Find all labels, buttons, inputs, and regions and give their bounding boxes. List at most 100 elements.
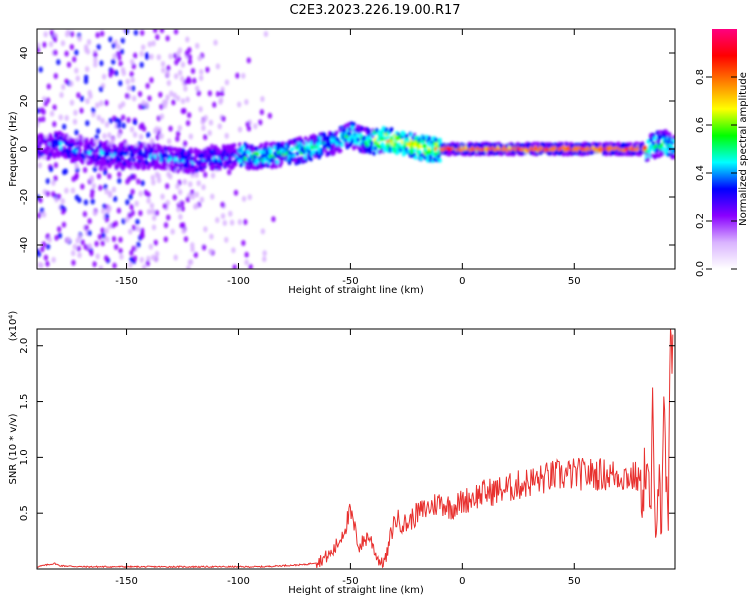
colorbar-ticks: 0.0 0.2 0.4 0.6 0.8	[695, 69, 737, 277]
spectrogram-cell	[83, 199, 89, 206]
spectrogram-cell	[119, 48, 125, 55]
spectrogram-cell	[132, 255, 138, 262]
spectrogram-cell	[241, 195, 247, 202]
figure-title: C2E3.2023.226.19.00.R17	[289, 3, 460, 18]
spectrogram-cell	[241, 72, 246, 79]
spectrogram-cell	[139, 256, 145, 263]
spectrogram-ridge-cell	[372, 151, 376, 156]
spectrogram-ridge-cell	[332, 150, 336, 156]
spectrogram-cell	[74, 49, 79, 56]
spectrogram-cell	[168, 125, 173, 132]
spectrogram-ridge-cell	[160, 165, 164, 171]
spectrogram-cell	[194, 191, 199, 198]
spectrogram-x-tick-label: 0	[459, 276, 465, 287]
spectrogram-ridge-cell	[404, 133, 409, 139]
spectrogram-ridge-cell	[306, 138, 311, 143]
spectrogram-cell	[101, 73, 107, 80]
spectrogram-cell	[74, 172, 79, 179]
spectrogram-cell	[155, 134, 160, 141]
spectrogram-ridge-cell	[358, 148, 363, 153]
spectrogram-cell	[193, 252, 199, 259]
spectrogram-cell	[38, 66, 43, 73]
spectrogram-ridge-cell	[400, 140, 405, 145]
spectrogram-ridge-cell	[264, 141, 269, 146]
snr-frame	[36, 328, 676, 570]
spectrogram-cell	[128, 193, 133, 200]
spectrogram-cell	[207, 90, 213, 97]
spectrogram-ridge-cell	[125, 150, 129, 156]
spectrogram-cell	[259, 109, 265, 116]
spectrogram-ridge-cell	[389, 127, 394, 132]
spectrogram-cell	[41, 211, 47, 218]
spectrogram-ridge-cell	[657, 136, 661, 142]
spectrogram-cell	[188, 133, 194, 140]
spectrogram-cell	[177, 47, 183, 54]
spectrogram-y-ticks: -40 -20 0 20 40	[19, 47, 675, 253]
spectrogram-cell	[235, 72, 240, 79]
spectrogram-cell	[74, 194, 80, 201]
spectrogram-cell	[267, 112, 273, 119]
spectrogram-cell	[52, 121, 57, 128]
spectrogram-cell	[196, 90, 201, 97]
spectrogram-ridge-cell	[203, 162, 207, 167]
spectrogram-cell	[138, 190, 143, 197]
spectrogram-ridge-cell	[295, 151, 300, 156]
spectrogram-ridge-cell	[319, 147, 324, 153]
spectrogram-ridge-cell	[55, 142, 59, 147]
spectrogram-cell	[125, 78, 130, 85]
spectrogram-cell	[102, 133, 107, 140]
spectrogram-cell	[37, 121, 40, 128]
spectrogram-cell	[151, 179, 156, 186]
spectrogram-ridge-cell	[152, 142, 156, 148]
spectrogram-cell	[104, 188, 109, 195]
spectrogram-cell	[159, 103, 164, 110]
spectrogram-cell	[60, 198, 65, 205]
spectrogram-cell	[79, 107, 84, 114]
spectrogram-y-tick-label: 40	[19, 47, 30, 60]
spectrogram-cell	[166, 65, 171, 72]
spectrogram-cell	[76, 92, 81, 99]
spectrogram-cell	[205, 66, 210, 73]
spectrogram-cell	[165, 94, 170, 101]
spectrogram-cell	[183, 236, 189, 243]
spectrogram-cell	[94, 134, 99, 141]
spectrogram-ridge-cell	[58, 130, 62, 136]
colorbar-gradient	[712, 29, 737, 269]
spectrogram-cell	[61, 123, 67, 130]
spectrogram-cell	[244, 251, 249, 258]
spectrogram-ridge-cell	[533, 141, 538, 147]
spectrogram-cell	[84, 224, 89, 231]
spectrogram-cell	[116, 43, 121, 50]
spectrogram-ridge-cell	[624, 151, 629, 156]
spectrogram-ridge-cell	[268, 154, 273, 159]
spectrogram-cell	[182, 140, 188, 147]
spectrogram-cell	[209, 233, 214, 240]
colorbar-tick-label: 0.8	[695, 69, 706, 85]
spectrogram-cell	[116, 132, 122, 139]
spectrogram-cell	[183, 78, 189, 85]
spectrogram-cell	[118, 60, 123, 67]
spectrogram-cell	[42, 41, 47, 48]
spectrogram-ridge-cell	[319, 150, 324, 156]
spectrogram-cell	[203, 134, 208, 141]
spectrogram-cell	[93, 61, 98, 68]
spectrogram-ridge-cell	[345, 144, 350, 150]
spectrogram-ridge-cell	[266, 163, 270, 168]
spectrogram-cell	[139, 50, 144, 57]
spectrogram-ridge-cell	[244, 144, 249, 150]
spectrogram-ridge-cell	[303, 158, 308, 163]
spectrogram-cell	[162, 102, 168, 109]
spectrogram-cell	[129, 249, 134, 256]
snr-x-tick-label: -150	[115, 576, 138, 587]
spectrogram-cell	[96, 44, 101, 51]
spectrogram-ridge-cell	[106, 144, 110, 150]
spectrogram-cell	[237, 126, 243, 133]
spectrogram-cell	[90, 198, 95, 205]
spectrogram-ridge-cell	[334, 130, 339, 135]
spectrogram-cell	[63, 168, 68, 175]
spectrogram-ridge-cell	[238, 142, 242, 147]
spectrogram-cell	[207, 130, 212, 137]
spectrogram-cell	[151, 215, 157, 222]
spectrogram-ridge-cell	[342, 128, 347, 133]
spectrogram-cell	[159, 113, 165, 120]
